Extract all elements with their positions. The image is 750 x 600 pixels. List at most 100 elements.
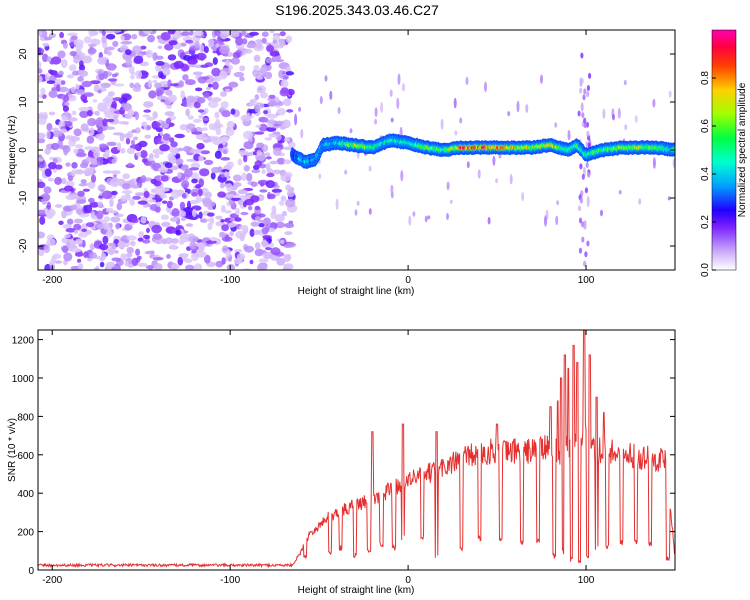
noise-blob	[186, 95, 196, 103]
faint-blob	[446, 181, 450, 191]
noise-blob	[93, 150, 101, 159]
noise-blob	[193, 30, 204, 37]
noise-blob	[187, 57, 198, 65]
noise-blob	[161, 200, 168, 204]
noise-blob	[54, 78, 63, 87]
faint-blob	[402, 83, 405, 92]
noise-blob	[44, 208, 56, 217]
noise-blob	[275, 96, 280, 103]
noise-blob	[183, 145, 191, 153]
streak-blob	[579, 197, 584, 204]
noise-blob	[116, 142, 122, 151]
spectrogram-y-axis-label: Frequency (Hz)	[7, 116, 18, 185]
noise-blob	[153, 153, 160, 159]
noise-blob	[220, 136, 230, 142]
noise-blob	[215, 118, 221, 127]
noise-blob	[90, 127, 95, 136]
noise-blob	[91, 38, 97, 44]
noise-blob	[212, 136, 222, 145]
spectrogram-x-ticks: -200 -100 0 100	[42, 30, 595, 286]
noise-blob	[102, 83, 111, 87]
noise-blob	[102, 97, 112, 104]
noise-blob	[198, 155, 204, 162]
noise-blob	[243, 48, 253, 54]
noise-blob	[254, 131, 265, 135]
x-tick-label: 100	[578, 275, 595, 286]
noise-blob	[207, 212, 215, 217]
noise-blob	[60, 80, 66, 85]
noise-blob	[219, 45, 230, 55]
noise-blob	[75, 238, 83, 245]
noise-blob	[73, 223, 82, 231]
faint-blob	[602, 108, 606, 120]
noise-blob	[191, 131, 203, 135]
colorbar-label: Normalized spectral amplitude	[737, 82, 748, 217]
colorbar-tick-label: 0.8	[700, 71, 711, 85]
noise-blob	[248, 205, 253, 211]
noise-blob	[221, 169, 230, 173]
noise-blob	[100, 252, 107, 260]
streak-blob	[581, 236, 585, 243]
noise-blob	[111, 257, 121, 262]
noise-blob	[202, 117, 209, 122]
noise-blob	[264, 117, 269, 123]
noise-blob	[166, 200, 173, 209]
noise-blob	[271, 188, 283, 193]
noise-blob	[137, 262, 148, 267]
noise-blob	[73, 229, 79, 234]
noise-blob	[273, 99, 282, 106]
noise-blob	[266, 172, 275, 178]
noise-blob	[188, 235, 200, 242]
noise-blob	[120, 148, 126, 154]
noise-blob	[123, 133, 132, 139]
noise-blob	[125, 193, 131, 197]
noise-blob	[167, 79, 172, 88]
noise-blob	[69, 50, 77, 57]
noise-blob	[67, 32, 78, 37]
noise-blob	[107, 78, 118, 82]
noise-blob	[283, 98, 292, 106]
noise-blob	[219, 70, 228, 80]
noise-blob	[235, 207, 240, 216]
noise-blob	[178, 80, 185, 88]
noise-blob	[194, 40, 200, 49]
noise-blob	[162, 67, 171, 76]
faint-blob	[668, 90, 672, 98]
noise-blob	[275, 221, 286, 229]
noise-blob	[77, 190, 85, 197]
noise-blob	[81, 223, 88, 228]
noise-blob	[83, 204, 93, 214]
noise-blob	[77, 258, 82, 263]
noise-blob	[193, 263, 203, 270]
noise-blob	[186, 266, 192, 270]
noise-blob	[75, 144, 84, 149]
noise-blob	[225, 249, 232, 258]
noise-blob	[234, 249, 243, 253]
noise-blob	[180, 42, 187, 47]
noise-blob	[140, 150, 148, 159]
noise-blob	[279, 31, 286, 37]
streak-blob	[578, 205, 582, 212]
noise-blob	[249, 228, 255, 237]
faint-blob	[440, 118, 444, 130]
noise-blob	[111, 73, 118, 78]
noise-blob	[212, 81, 219, 90]
noise-blob	[283, 137, 291, 142]
noise-blob	[101, 190, 113, 200]
noise-blob	[161, 221, 171, 227]
noise-blob	[276, 257, 286, 266]
noise-blob	[249, 259, 254, 265]
noise-blob	[97, 57, 107, 65]
noise-blob	[254, 216, 261, 221]
noise-blob	[190, 148, 202, 154]
noise-blob	[126, 246, 134, 254]
noise-blob	[167, 54, 177, 61]
noise-blob	[205, 86, 212, 91]
noise-blob	[184, 168, 193, 178]
noise-blob	[82, 188, 90, 192]
noise-blob	[42, 42, 50, 47]
noise-blob	[144, 134, 151, 139]
noise-blob	[169, 217, 179, 222]
noise-blob	[156, 95, 166, 101]
noise-blob	[226, 120, 235, 129]
